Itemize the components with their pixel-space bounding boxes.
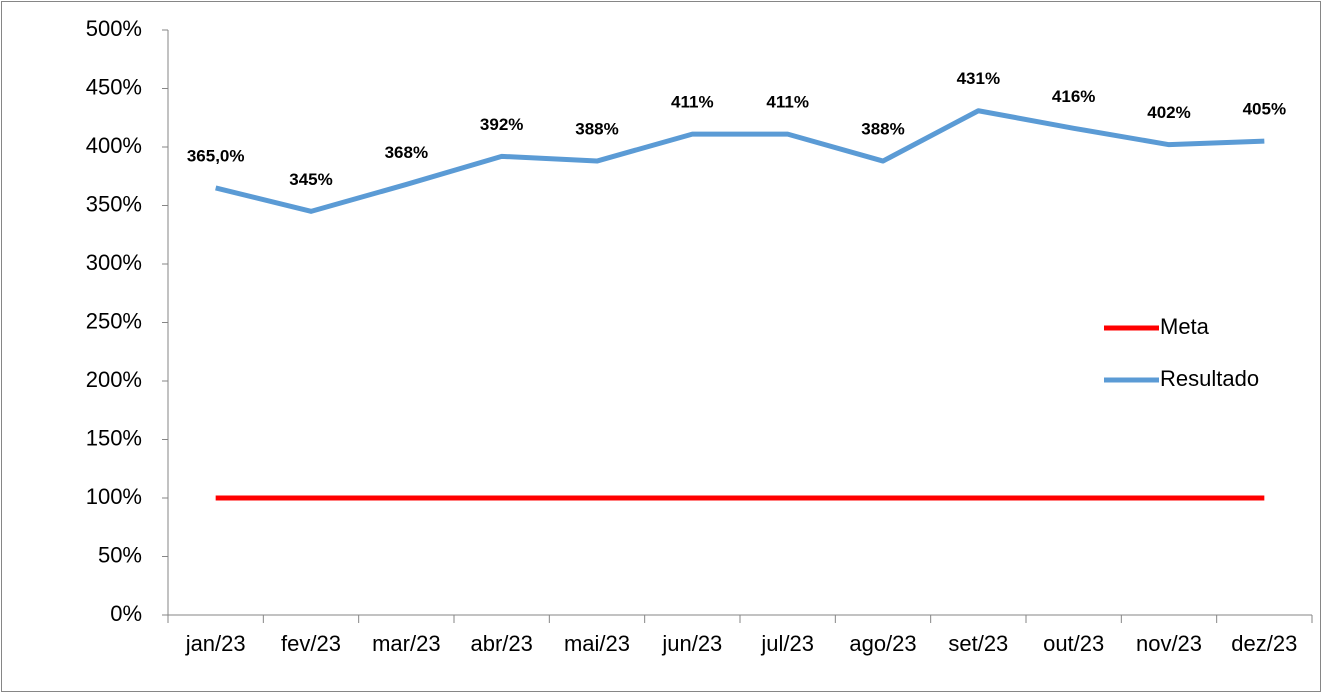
data-label: 416% [1052, 87, 1095, 106]
y-tick-label: 400% [86, 133, 142, 158]
x-tick-label: set/23 [948, 631, 1008, 656]
y-tick-label: 50% [98, 542, 142, 567]
data-label: 345% [289, 170, 332, 189]
y-tick-label: 200% [86, 367, 142, 392]
y-tick-label: 0% [110, 601, 142, 626]
x-tick-label: mar/23 [372, 631, 440, 656]
data-label: 365,0% [187, 146, 245, 165]
data-label: 405% [1243, 100, 1286, 119]
data-label: 368% [385, 143, 428, 162]
data-label: 388% [575, 120, 618, 139]
x-tick-label: jun/23 [661, 631, 722, 656]
x-tick-label: jan/23 [185, 631, 246, 656]
legend-label: Resultado [1160, 366, 1259, 391]
data-label: 392% [480, 115, 523, 134]
legend-label: Meta [1160, 314, 1210, 339]
x-tick-label: jul/23 [760, 631, 814, 656]
y-tick-label: 250% [86, 308, 142, 333]
data-label: 411% [671, 93, 714, 112]
y-tick-label: 450% [86, 74, 142, 99]
y-tick-label: 350% [86, 191, 142, 216]
y-tick-label: 500% [86, 16, 142, 41]
data-label: 402% [1147, 103, 1190, 122]
x-tick-label: nov/23 [1136, 631, 1202, 656]
x-tick-label: dez/23 [1231, 631, 1297, 656]
data-label: 431% [957, 69, 1000, 88]
x-tick-label: fev/23 [281, 631, 341, 656]
y-tick-label: 300% [86, 250, 142, 275]
series-line [215, 108, 1265, 214]
x-tick-label: ago/23 [849, 631, 916, 656]
x-tick-label: out/23 [1043, 631, 1104, 656]
y-tick-label: 100% [86, 484, 142, 509]
data-label: 388% [861, 120, 904, 139]
data-label: 411% [766, 93, 809, 112]
y-tick-label: 150% [86, 425, 142, 450]
x-tick-label: mai/23 [564, 631, 630, 656]
x-tick-label: abr/23 [470, 631, 532, 656]
